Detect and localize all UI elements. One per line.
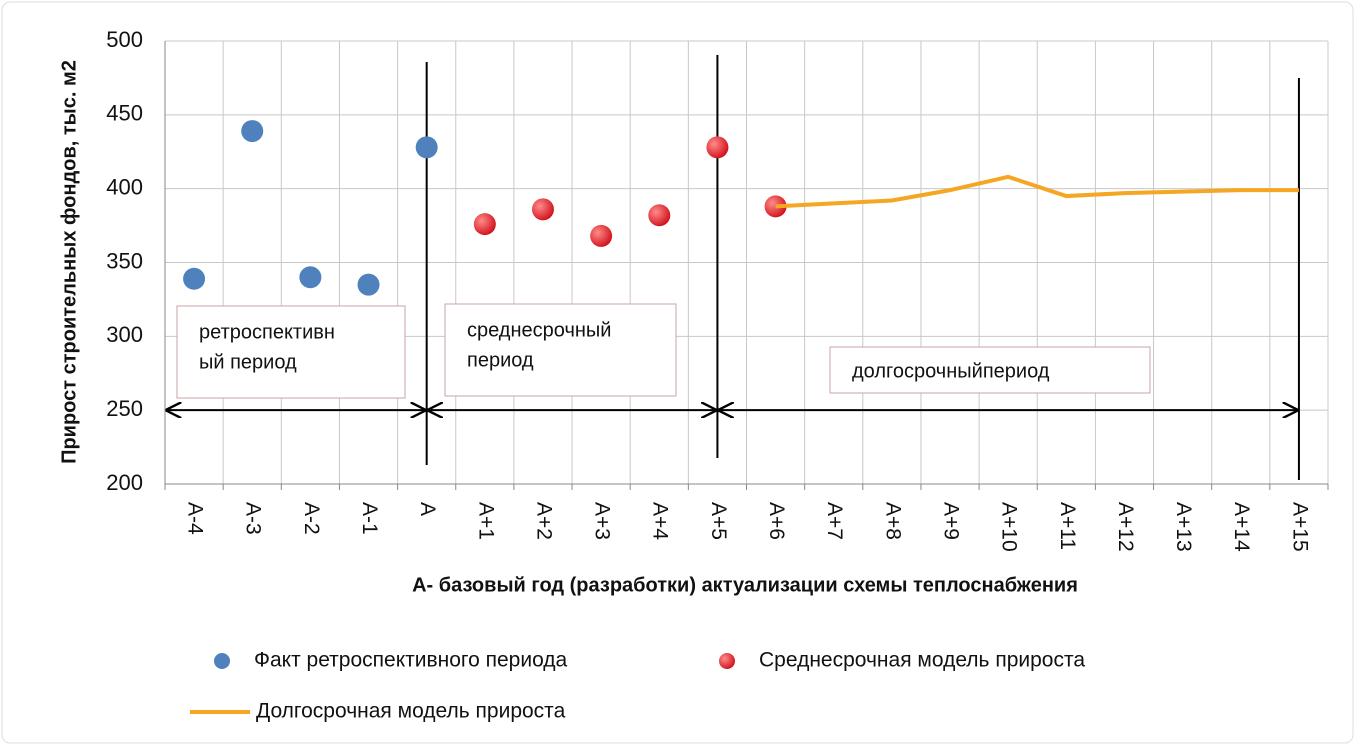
series-point xyxy=(590,224,613,247)
series-point xyxy=(648,204,671,227)
annotation-box xyxy=(829,346,1151,394)
x-tick-label: А+14 xyxy=(1230,502,1253,552)
x-tick-label: А+12 xyxy=(1114,502,1137,552)
y-tick-label: 350 xyxy=(106,248,143,273)
legend-swatch xyxy=(214,653,230,669)
x-tick-label: А-1 xyxy=(358,502,381,535)
y-tick-label: 200 xyxy=(106,470,143,495)
x-tick-label: А+6 xyxy=(765,502,788,540)
series-point xyxy=(415,136,438,159)
annotation-text: среднесрочный xyxy=(467,319,611,341)
legend-label: Факт ретроспективного периода xyxy=(254,649,568,672)
x-tick-label: А+9 xyxy=(939,502,962,540)
x-tick-label: А xyxy=(416,502,439,516)
x-tick-label: А+4 xyxy=(649,502,672,540)
x-tick-label: А+13 xyxy=(1172,502,1195,552)
x-tick-label: А+5 xyxy=(707,502,730,540)
series-point xyxy=(241,120,264,143)
series-point xyxy=(299,266,322,289)
legend-label: Среднесрочная модель прироста xyxy=(759,649,1085,672)
x-tick-label: А+7 xyxy=(823,502,846,540)
x-tick-label: А+1 xyxy=(474,502,497,540)
annotation-box xyxy=(176,305,406,399)
x-tick-label: А+3 xyxy=(591,502,614,540)
x-tick-label: А+2 xyxy=(532,502,555,540)
x-tick-label: А-2 xyxy=(300,502,323,535)
x-axis-title: А- базовый год (разработки) актуализации… xyxy=(412,574,1078,596)
series-point xyxy=(531,198,554,221)
legend-swatch xyxy=(719,653,735,669)
annotation-box xyxy=(444,303,677,397)
annotation-text: ый период xyxy=(199,351,297,373)
x-tick-label: А-4 xyxy=(184,502,207,535)
y-tick-label: 400 xyxy=(106,174,143,199)
series-point xyxy=(183,267,206,290)
series-point xyxy=(706,136,729,159)
x-tick-label: А-3 xyxy=(242,502,265,535)
x-tick-label: А+10 xyxy=(998,502,1021,552)
y-tick-label: 250 xyxy=(106,396,143,421)
y-tick-label: 450 xyxy=(106,101,143,126)
x-tick-label: А+11 xyxy=(1056,502,1079,550)
legend-label: Долгосрочная модель прироста xyxy=(256,700,566,723)
annotation-text: период xyxy=(467,349,534,371)
series-point xyxy=(357,273,380,296)
y-axis-title: Прирост строительных фондов, тыс. м2 xyxy=(58,60,80,464)
y-tick-label: 500 xyxy=(106,27,143,52)
annotation-text: ретроспективн xyxy=(199,321,335,343)
x-tick-label: А+8 xyxy=(881,502,904,540)
x-tick-label: А+15 xyxy=(1288,502,1311,552)
series-line xyxy=(775,174,1299,209)
series-point xyxy=(473,213,496,236)
y-tick-label: 300 xyxy=(106,322,143,347)
annotation-text: долгосрочныйпериод xyxy=(852,360,1050,382)
